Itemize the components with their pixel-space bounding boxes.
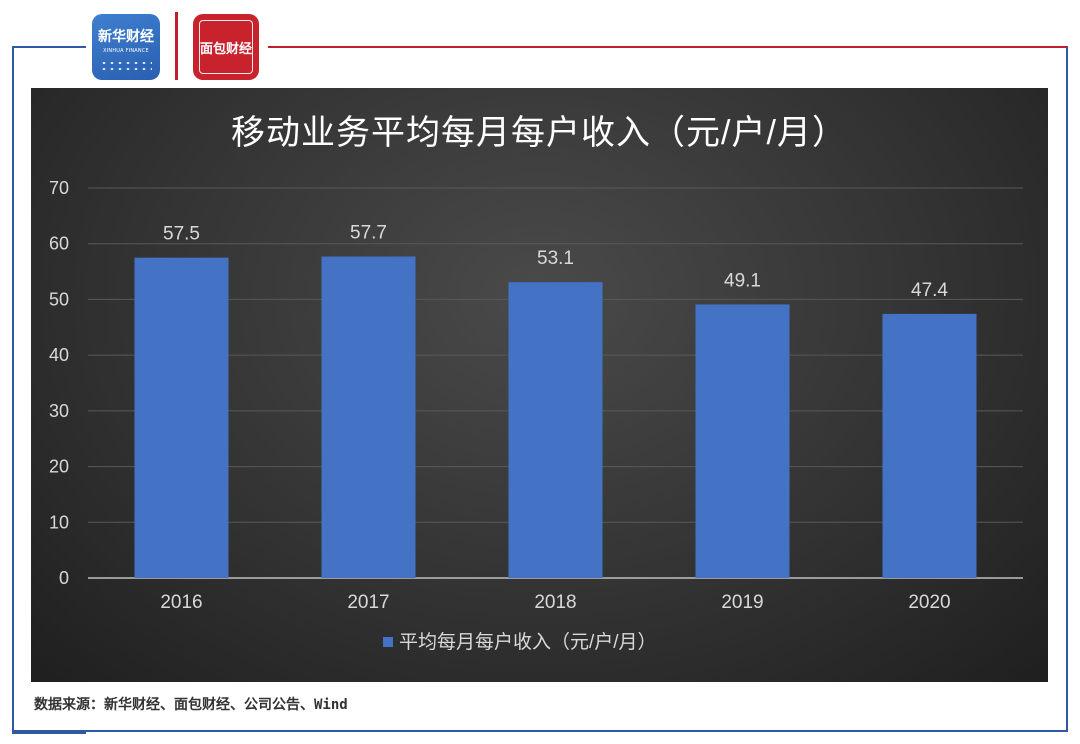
y-tick-label: 0	[59, 568, 69, 588]
xinhua-finance-logo-text: 新华财经	[98, 29, 154, 45]
x-tick-label: 2016	[160, 592, 202, 613]
x-tick-label: 2020	[908, 592, 950, 613]
x-tick-label: 2019	[721, 592, 763, 613]
bar-chart: 移动业务平均每月每户收入（元/户/月） 0 10 20 30 40 50 60 70 57.5 20…	[49, 114, 1023, 653]
xinhua-finance-logo-subtext: XINHUA FINANCE	[103, 48, 149, 54]
frame-bottom-border	[12, 730, 1068, 732]
chart-panel: 移动业务平均每月每户收入（元/户/月） 0 10 20 30 40 50 60 70 57.5 20…	[31, 88, 1048, 682]
bar-data-label: 57.7	[350, 223, 387, 244]
mianbao-finance-logo: 面包财经	[193, 14, 259, 80]
y-tick-label: 30	[49, 401, 69, 421]
legend-label: 平均每月每户收入（元/户/月）	[399, 631, 657, 653]
bar	[134, 257, 229, 578]
y-tick-label: 20	[49, 457, 69, 477]
bar	[695, 304, 790, 578]
x-tick-label: 2017	[347, 592, 389, 613]
bar	[321, 256, 416, 578]
bar-data-label: 49.1	[724, 270, 761, 291]
data-source-note: 数据来源：新华财经、面包财经、公司公告、Wind	[34, 697, 348, 713]
bar	[882, 313, 977, 578]
xinhua-finance-logo: 新华财经 XINHUA FINANCE	[92, 14, 160, 80]
y-tick-label: 50	[49, 289, 69, 309]
frame-left-border	[12, 46, 86, 734]
logo-dots-decoration	[100, 60, 152, 74]
y-tick-label: 40	[49, 345, 69, 365]
y-tick-label: 60	[49, 234, 69, 254]
bar-data-label: 47.4	[911, 280, 948, 301]
bar-data-label: 57.5	[163, 224, 200, 245]
mianbao-finance-logo-text: 面包财经	[199, 20, 253, 74]
y-tick-label: 10	[49, 512, 69, 532]
frame-right-border	[268, 46, 1068, 732]
logo-divider	[175, 12, 178, 80]
chart-title: 移动业务平均每月每户收入（元/户/月）	[231, 114, 847, 152]
bar-data-label: 53.1	[537, 248, 574, 269]
bar	[508, 282, 603, 578]
y-tick-label: 70	[49, 178, 69, 198]
x-tick-label: 2018	[534, 592, 576, 613]
legend-swatch	[383, 637, 393, 647]
